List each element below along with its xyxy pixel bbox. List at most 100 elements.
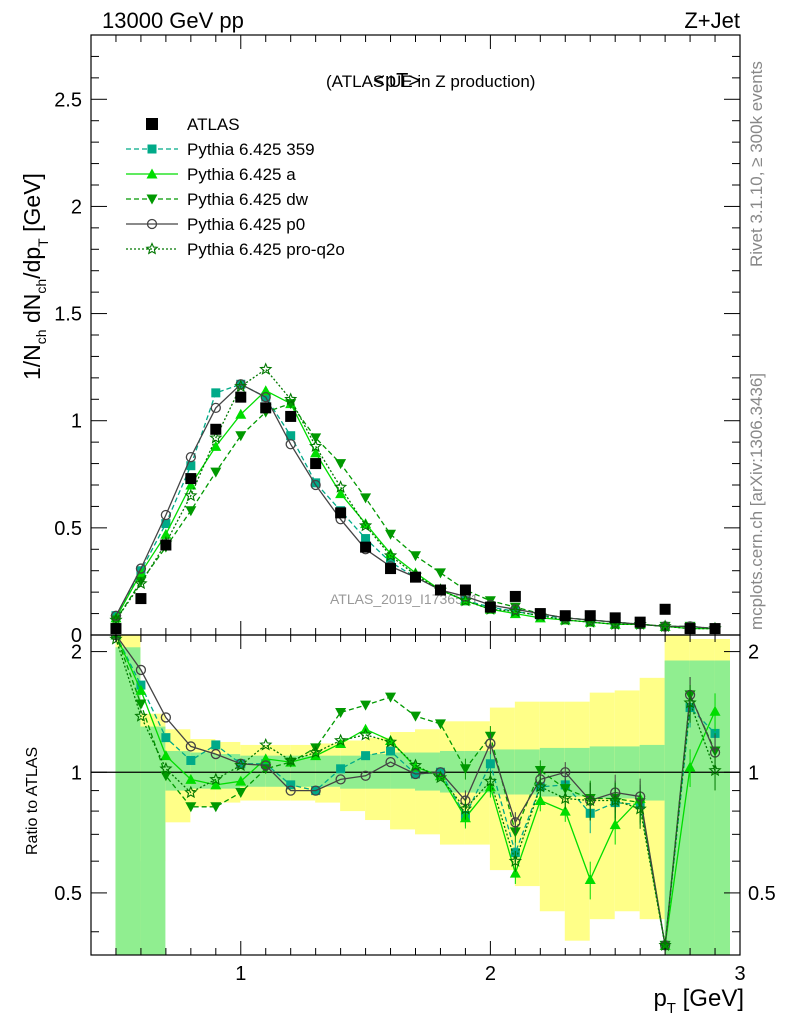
data-point	[534, 608, 546, 620]
data-point	[160, 539, 172, 551]
ratio-point	[135, 664, 147, 676]
ratio-point	[161, 733, 171, 743]
ratio-point	[583, 793, 597, 807]
y-tick-label: 0	[71, 625, 82, 647]
data-point	[135, 593, 147, 605]
ratio-point	[383, 735, 398, 748]
series-point	[310, 479, 321, 491]
ratio-point	[684, 761, 696, 772]
ratio-point	[310, 785, 321, 796]
header-left: 13000 GeV pp	[102, 8, 244, 33]
legend-marker	[146, 118, 158, 130]
series-point	[335, 459, 347, 470]
legend-label: ATLAS	[187, 115, 240, 134]
data-point	[459, 584, 471, 596]
series-point	[311, 478, 321, 488]
series-point	[259, 362, 273, 375]
data-point	[659, 603, 671, 615]
ratio-point	[335, 707, 347, 718]
legend-label: Pythia 6.425 dw	[187, 190, 309, 209]
watermark: ATLAS_2019_I1736531	[330, 591, 479, 607]
ratio-point	[334, 733, 348, 747]
ratio-tick-label-left: 1	[71, 762, 82, 784]
x-axis-label: pT [GeV]	[653, 985, 744, 1017]
series-point	[186, 461, 196, 471]
ratio-point	[209, 772, 223, 785]
series-point	[185, 451, 196, 463]
series-point	[209, 430, 223, 444]
ratio-point	[510, 817, 521, 828]
legend-label: Pythia 6.425 pro-q2o	[187, 240, 345, 259]
axis-frames: 1 2 3 0 0.5 1 1.5 2 2.5 0.5 0.5 1 1 2 2	[54, 34, 776, 985]
series-point	[160, 509, 172, 521]
data-point	[385, 563, 397, 575]
series-point	[309, 439, 323, 453]
legend-entry-atlas: ATLAS	[146, 115, 240, 134]
data-point	[310, 458, 322, 470]
legend-label: Pythia 6.425 p0	[187, 215, 305, 234]
series-point	[383, 548, 398, 562]
ratio-point	[386, 746, 396, 756]
ratio-point	[211, 740, 221, 750]
ratio-point	[210, 748, 221, 760]
ratio-point	[434, 719, 446, 730]
legend-label: Pythia 6.425 a	[187, 165, 296, 184]
ratio-point	[534, 795, 546, 806]
main-plot-area	[109, 362, 722, 635]
series-point	[110, 610, 122, 621]
series-point	[334, 480, 348, 493]
ratio-tick-label-left: 0.5	[54, 883, 82, 905]
header-right: Z+Jet	[684, 8, 740, 33]
series-point	[335, 488, 347, 499]
series-point	[410, 551, 421, 562]
band-inner-bin	[140, 726, 166, 955]
series-point	[185, 506, 197, 517]
ratio-point	[560, 767, 571, 778]
y-tick-label: 1.5	[54, 304, 82, 326]
series-point	[109, 613, 123, 626]
ratio-point	[360, 700, 372, 711]
ratio-point	[261, 759, 271, 769]
ratio-plot-area	[91, 635, 740, 951]
ratio-tick-label-right: 0.5	[748, 883, 776, 905]
ratio-point	[358, 727, 373, 741]
series-point	[211, 388, 221, 398]
ratio-point	[235, 788, 247, 799]
ratio-point	[134, 709, 148, 722]
ratio-point	[185, 741, 196, 752]
y-tick-label: 2.5	[54, 89, 82, 111]
ratio-point	[385, 692, 397, 703]
data-point	[634, 616, 646, 628]
legend-entry: Pythia 6.425 a	[126, 165, 296, 184]
ratio-point	[683, 695, 697, 709]
ratio-point	[259, 737, 273, 751]
ratio-point	[584, 874, 596, 885]
ratio-point	[185, 802, 197, 813]
series-point	[310, 433, 322, 444]
legend-entry: Pythia 6.425 p0	[126, 215, 305, 234]
y-tick-label: 1	[71, 411, 82, 433]
ratio-point	[658, 938, 672, 951]
ratio-point	[433, 770, 448, 784]
data-point	[434, 584, 446, 596]
mcplots-label: mcplots.cern.ch [arXiv:1306.3436]	[747, 373, 766, 630]
ratio-point	[458, 801, 473, 815]
series-point	[360, 493, 372, 504]
ratio-point	[708, 763, 722, 777]
ratio-point	[633, 801, 647, 815]
ratio-point	[483, 774, 497, 787]
ratio-point	[408, 758, 423, 772]
series-point	[361, 534, 371, 544]
band-inner-bin	[115, 647, 141, 955]
ratio-uncertainty-bands	[115, 635, 730, 955]
data-point	[609, 612, 621, 624]
ratio-point	[410, 768, 421, 780]
series-point	[284, 392, 298, 405]
data-point	[410, 571, 421, 583]
series-point	[260, 391, 271, 403]
ratio-point	[135, 684, 147, 695]
series-point	[458, 593, 473, 607]
ratio-point	[186, 755, 196, 765]
plot-title: <pT>	[373, 70, 420, 92]
